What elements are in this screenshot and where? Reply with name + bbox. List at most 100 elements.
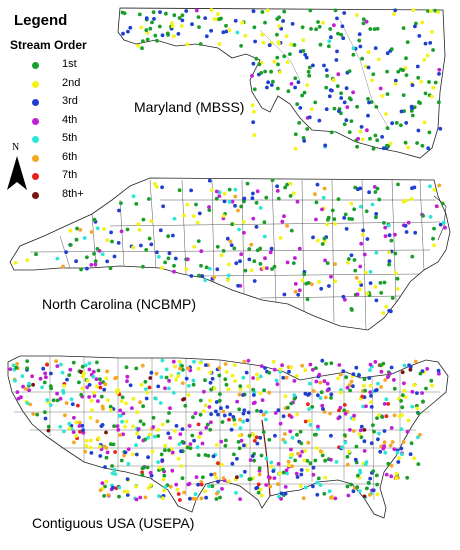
- site-point: [341, 294, 346, 299]
- site-point: [238, 387, 243, 392]
- site-point: [238, 426, 243, 430]
- site-point: [278, 367, 283, 372]
- site-point: [168, 484, 173, 489]
- site-point: [143, 379, 148, 384]
- site-point: [242, 196, 247, 201]
- site-point: [346, 257, 351, 261]
- site-point: [122, 453, 126, 458]
- site-point: [347, 96, 352, 100]
- site-point: [283, 485, 288, 489]
- site-point: [301, 49, 306, 53]
- site-point: [343, 440, 348, 445]
- legend-label: 5th: [62, 132, 78, 144]
- site-point: [335, 49, 339, 54]
- site-point: [384, 304, 389, 309]
- site-point: [316, 424, 320, 429]
- site-point: [185, 445, 190, 450]
- site-point: [426, 9, 430, 13]
- site-point: [325, 222, 329, 227]
- site-point: [288, 194, 293, 198]
- site-point: [199, 482, 204, 487]
- site-point: [126, 29, 130, 34]
- site-point: [382, 440, 387, 445]
- site-point: [235, 30, 240, 35]
- site-point: [261, 430, 266, 434]
- site-point: [145, 37, 150, 42]
- site-point: [374, 388, 379, 392]
- site-point: [317, 372, 322, 377]
- site-point: [74, 259, 78, 264]
- site-point: [225, 405, 230, 409]
- site-point: [108, 404, 113, 409]
- site-point: [366, 50, 371, 55]
- site-point: [281, 437, 286, 442]
- site-point: [323, 143, 328, 148]
- site-point: [324, 361, 328, 366]
- site-point: [141, 39, 145, 43]
- site-point: [421, 399, 425, 404]
- site-point: [208, 427, 213, 432]
- site-point: [178, 366, 183, 371]
- site-point: [242, 199, 246, 204]
- site-point: [45, 362, 49, 367]
- site-point: [219, 439, 224, 444]
- site-point: [184, 9, 189, 13]
- site-point: [266, 80, 270, 85]
- site-point: [176, 456, 181, 461]
- site-point: [63, 413, 67, 418]
- site-point: [359, 424, 364, 429]
- site-point: [232, 246, 237, 251]
- site-point: [78, 429, 82, 434]
- site-point: [353, 457, 358, 462]
- site-point: [336, 416, 341, 421]
- site-point: [280, 219, 285, 224]
- site-point: [242, 408, 247, 413]
- site-point: [266, 475, 271, 479]
- legend-swatch: [32, 136, 39, 143]
- site-point: [144, 248, 149, 252]
- site-point: [108, 266, 113, 271]
- site-point: [252, 458, 256, 463]
- site-point: [105, 238, 110, 243]
- site-point: [311, 235, 315, 240]
- site-point: [257, 472, 262, 477]
- site-point: [131, 424, 136, 429]
- legend-label: 8th+: [62, 187, 84, 200]
- site-point: [136, 222, 141, 227]
- site-point: [254, 200, 259, 205]
- site-point: [221, 476, 226, 480]
- site-point: [362, 383, 366, 388]
- site-point: [289, 365, 293, 370]
- site-point: [196, 366, 201, 371]
- site-point: [241, 220, 246, 224]
- maryland-map: [117, 7, 446, 159]
- site-point: [350, 217, 354, 222]
- site-point: [320, 403, 325, 408]
- site-point: [251, 191, 255, 196]
- site-point: [429, 9, 433, 14]
- site-point: [160, 185, 165, 190]
- site-point: [323, 258, 327, 263]
- site-point: [224, 382, 229, 387]
- site-point: [120, 419, 124, 424]
- site-point: [340, 445, 344, 449]
- site-point: [215, 244, 220, 249]
- site-point: [99, 394, 104, 399]
- site-point: [134, 497, 139, 502]
- site-point: [233, 203, 237, 208]
- site-point: [293, 289, 298, 294]
- site-point: [49, 371, 53, 376]
- site-point: [425, 53, 430, 58]
- site-point: [223, 377, 228, 382]
- site-point: [191, 214, 196, 219]
- site-point: [222, 191, 227, 196]
- site-point: [276, 408, 281, 413]
- site-point: [263, 256, 267, 261]
- site-point: [252, 87, 257, 92]
- site-point: [204, 495, 209, 500]
- site-point: [148, 470, 153, 475]
- site-point: [134, 484, 139, 489]
- site-point: [45, 398, 50, 402]
- site-point: [332, 106, 337, 111]
- site-point: [256, 490, 261, 495]
